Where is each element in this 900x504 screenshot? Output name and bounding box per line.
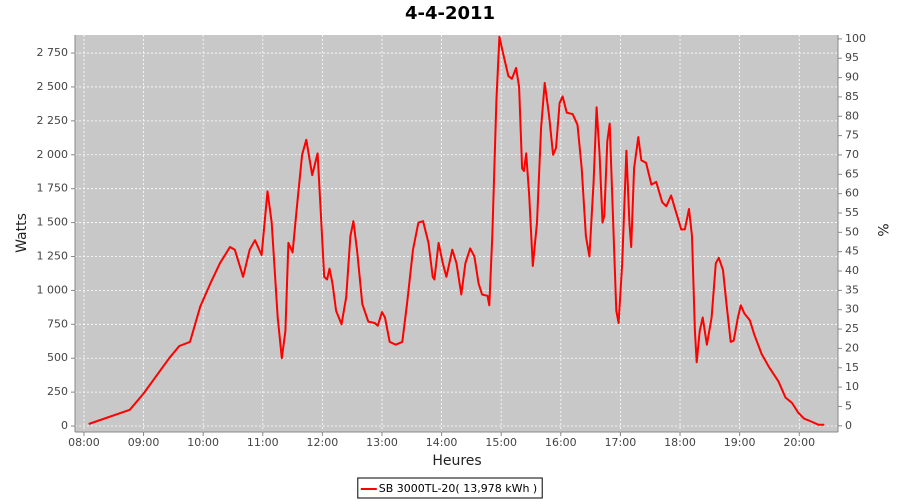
x-tick-label: 14:00: [426, 436, 458, 449]
y-tick-label: 2 750: [37, 46, 69, 59]
y2-tick-label: 35: [845, 283, 859, 296]
x-tick-label: 16:00: [545, 436, 577, 449]
y2-tick-label: 45: [845, 245, 859, 258]
y2-tick-label: 50: [845, 225, 859, 238]
y-tick-label: 250: [47, 385, 68, 398]
y-tick-label: 1 500: [37, 216, 69, 229]
x-tick-label: 11:00: [247, 436, 279, 449]
x-tick-label: 15:00: [485, 436, 517, 449]
y2-tick-label: 60: [845, 187, 859, 200]
y2-tick-label: 30: [845, 303, 859, 316]
y2-tick-label: 90: [845, 71, 859, 84]
y-tick-label: 2 000: [37, 148, 69, 161]
x-tick-label: 09:00: [128, 436, 160, 449]
y2-tick-label: 15: [845, 361, 859, 374]
y2-tick-label: 65: [845, 167, 859, 180]
x-tick-label: 12:00: [307, 436, 339, 449]
y2-tick-label: 85: [845, 90, 859, 103]
y-tick-label: 2 250: [37, 114, 69, 127]
y-tick-label: 1 750: [37, 182, 69, 195]
legend-box: [357, 477, 543, 499]
x-axis-label: Heures: [432, 453, 481, 469]
y2-axis-label: %: [874, 223, 890, 236]
y2-tick-label: 40: [845, 264, 859, 277]
y-tick-label: 750: [47, 317, 68, 330]
y-tick-label: 1 250: [37, 249, 69, 262]
y2-tick-label: 80: [845, 109, 859, 122]
y-tick-label: 1 000: [37, 283, 69, 296]
x-tick-label: 10:00: [187, 436, 219, 449]
y-axis-label: Watts: [14, 213, 30, 253]
y-tick-label: 500: [47, 351, 68, 364]
y2-tick-label: 100: [845, 32, 866, 45]
y2-tick-label: 5: [845, 399, 852, 412]
y2-tick-label: 95: [845, 51, 859, 64]
y-tick-label: 2 500: [37, 80, 69, 93]
chart-title: 4-4-2011: [405, 3, 495, 24]
data-line: [88, 35, 825, 426]
x-tick-label: 19:00: [724, 436, 756, 449]
y2-tick-label: 70: [845, 148, 859, 161]
x-tick-label: 17:00: [605, 436, 637, 449]
x-tick-label: 18:00: [664, 436, 696, 449]
x-tick-label: 13:00: [366, 436, 398, 449]
x-tick-label: 08:00: [68, 436, 100, 449]
y2-tick-label: 10: [845, 380, 859, 393]
y2-tick-label: 0: [845, 419, 852, 432]
y2-tick-label: 55: [845, 206, 859, 219]
y2-tick-label: 75: [845, 129, 859, 142]
y2-tick-label: 20: [845, 341, 859, 354]
x-tick-label: 20:00: [783, 436, 815, 449]
y2-tick-label: 25: [845, 322, 859, 335]
y-tick-label: 0: [61, 419, 68, 432]
plot-area: [75, 35, 838, 432]
legend-label: SB 3000TL-20( 13,978 kWh ): [379, 482, 537, 495]
